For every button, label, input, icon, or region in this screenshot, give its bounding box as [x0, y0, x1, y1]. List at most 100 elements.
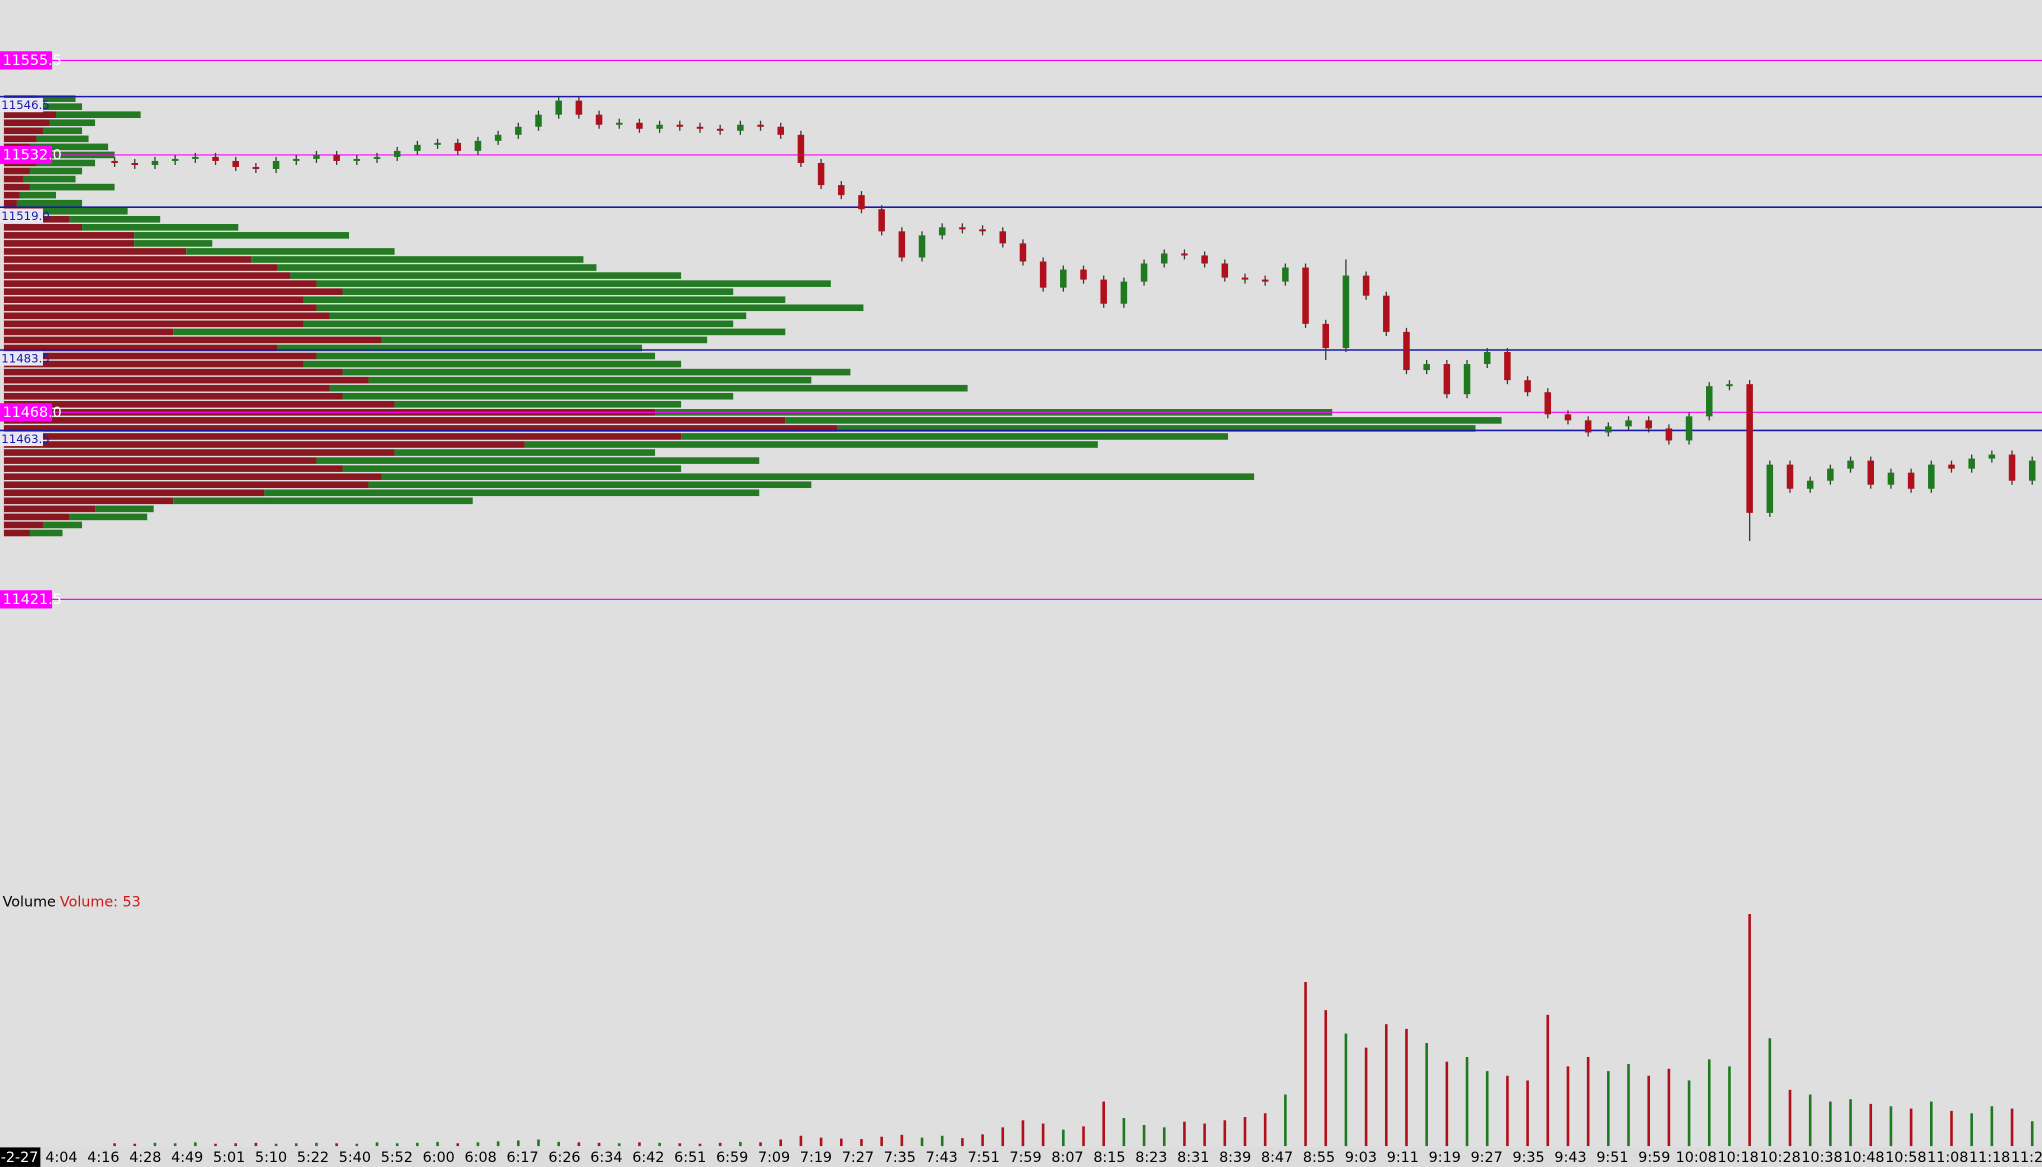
- volume-bar: [981, 1134, 984, 1147]
- x-tick-label: 4:49: [171, 1150, 203, 1166]
- x-tick-label: 8:31: [1177, 1150, 1209, 1166]
- volume-bar: [315, 1142, 318, 1147]
- profile-sell-bar: [3, 497, 174, 505]
- candle-body: [313, 154, 320, 159]
- volume-bar: [1829, 1101, 1832, 1147]
- profile-buy-bar: [277, 344, 643, 352]
- profile-sell-bar: [3, 336, 382, 344]
- profile-buy-bar: [36, 135, 89, 143]
- volume-bar: [1526, 1080, 1529, 1147]
- profile-buy-bar: [82, 224, 239, 231]
- x-tick-label: 10:58: [1885, 1150, 1926, 1166]
- profile-buy-bar: [173, 328, 786, 336]
- profile-buy-bar: [290, 272, 682, 279]
- candle-body: [1403, 331, 1410, 371]
- candle-body: [1100, 279, 1107, 304]
- candle-body: [858, 195, 865, 210]
- volume-bar: [1405, 1028, 1408, 1147]
- volume-bar: [496, 1141, 500, 1147]
- candle-body: [1806, 480, 1814, 489]
- volume-bar: [900, 1134, 904, 1147]
- profile-sell-bar: [3, 119, 50, 127]
- volume-bar: [1485, 1071, 1489, 1147]
- profile-buy-bar: [23, 175, 76, 183]
- volume-bar: [113, 1143, 116, 1147]
- volume-bar: [1162, 1127, 1166, 1147]
- profile-sell-bar: [3, 368, 343, 376]
- x-tick-label: 9:35: [1512, 1150, 1544, 1166]
- profile-sell-bar: [3, 191, 20, 199]
- candle-body: [1665, 428, 1673, 441]
- candle-body: [757, 124, 764, 127]
- volume-bar: [1142, 1124, 1146, 1147]
- profile-sell-bar: [3, 111, 56, 118]
- volume-bar: [698, 1143, 702, 1147]
- volume-bar: [1808, 1094, 1812, 1147]
- volume-bar: [860, 1139, 863, 1147]
- x-tick-label: 10:38: [1801, 1150, 1842, 1166]
- volume-bar: [1667, 1068, 1671, 1147]
- volume-bar: [1930, 1101, 1933, 1147]
- candle-body: [1726, 384, 1733, 387]
- profile-sell-bar: [3, 232, 135, 239]
- x-tick-label: 9:11: [1387, 1150, 1419, 1166]
- x-tick-label: 11:08: [1927, 1150, 1968, 1166]
- candle-body: [2028, 460, 2036, 481]
- volume-bar: [1728, 1066, 1731, 1147]
- volume-bar: [920, 1137, 924, 1147]
- profile-sell-bar: [3, 248, 187, 255]
- volume-bar: [2010, 1108, 2014, 1147]
- volume-bar: [1062, 1129, 1065, 1147]
- volume-bar: [1425, 1042, 1428, 1147]
- volume-bar: [2030, 1121, 2034, 1147]
- x-tick-label: 8:55: [1303, 1150, 1335, 1166]
- level-label-box: [0, 403, 53, 422]
- volume-bar: [153, 1142, 157, 1147]
- profile-buy-bar: [394, 400, 682, 408]
- x-tick-label: 8:39: [1219, 1150, 1251, 1166]
- profile-buy-bar: [342, 288, 734, 295]
- candle-body: [1564, 414, 1572, 421]
- volume-bar: [1001, 1127, 1005, 1147]
- candle-body: [979, 229, 986, 232]
- candle-body: [232, 160, 239, 167]
- profile-buy-bar: [303, 360, 682, 368]
- volume-bar: [1284, 1094, 1287, 1147]
- candle-body: [1019, 243, 1027, 262]
- candle-body: [333, 154, 340, 161]
- candle-body: [1463, 364, 1471, 395]
- profile-buy-bar: [95, 505, 154, 513]
- profile-buy-bar: [329, 384, 968, 392]
- profile-buy-bar: [303, 296, 786, 304]
- profile-sell-bar: [3, 433, 682, 440]
- level-label-box: [0, 590, 53, 609]
- level-label: 11468.0: [3, 405, 62, 421]
- profile-sell-bar: [3, 441, 525, 448]
- candle-body: [131, 162, 139, 165]
- volume-bar: [1223, 1120, 1227, 1147]
- profile-sell-bar: [3, 304, 317, 312]
- candle-body: [1039, 261, 1047, 288]
- volume-bar: [355, 1143, 359, 1147]
- volume-bar: [234, 1143, 238, 1147]
- profile-buy-bar: [42, 127, 83, 135]
- profile-sell-bar: [3, 360, 304, 368]
- profile-buy-bar: [42, 207, 128, 215]
- level-label: 11519.0: [1, 209, 49, 223]
- profile-buy-bar: [303, 320, 734, 328]
- profile-sell-bar: [3, 296, 304, 304]
- x-tick-label: 9:03: [1345, 1150, 1377, 1166]
- volume-bar: [1203, 1123, 1206, 1147]
- volume-bar: [1748, 914, 1751, 1147]
- profile-buy-bar: [277, 264, 597, 271]
- candle-body: [1241, 277, 1249, 280]
- profile-buy-bar: [29, 167, 83, 175]
- volume-bar: [1041, 1123, 1045, 1147]
- x-tick-label: 8:47: [1261, 1150, 1293, 1166]
- profile-buy-bar: [29, 143, 109, 151]
- volume-bar: [577, 1142, 581, 1147]
- volume-legend: Volume: 53: [60, 895, 141, 911]
- profile-buy-bar: [36, 159, 96, 167]
- volume-bar: [1304, 982, 1307, 1147]
